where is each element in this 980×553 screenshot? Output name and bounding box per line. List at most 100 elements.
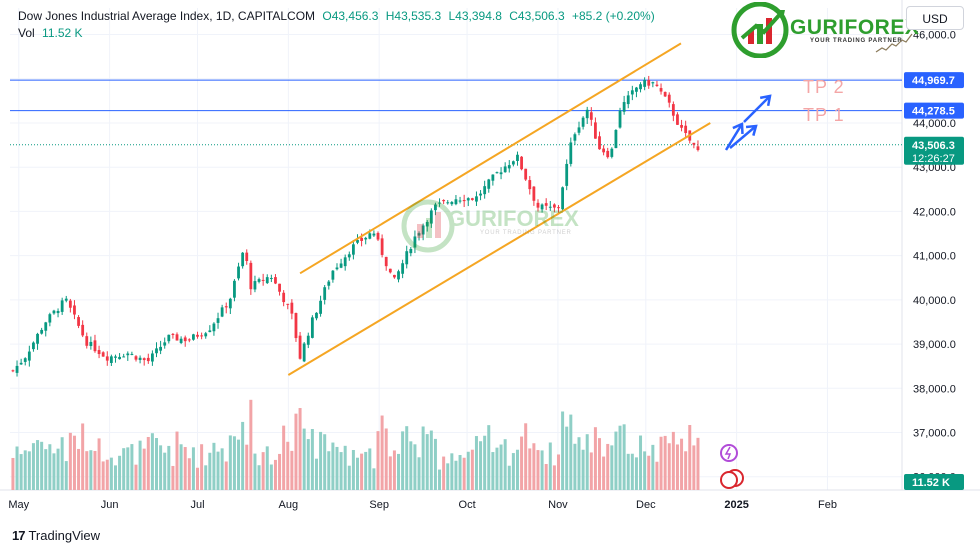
volume-bar xyxy=(360,453,364,490)
candle-body xyxy=(212,323,216,332)
candle-body xyxy=(351,244,355,255)
candle-body xyxy=(458,200,462,202)
candle-body xyxy=(409,248,413,254)
tp1-arrow-secondary xyxy=(724,123,744,151)
volume-bar xyxy=(528,448,532,490)
candle-body xyxy=(475,196,478,202)
candle-body xyxy=(380,238,384,255)
volume-bar xyxy=(409,441,413,490)
volume-bar xyxy=(212,442,216,490)
volume-bar xyxy=(589,452,593,490)
time-axis[interactable]: May Jun Jul Aug Sep Oct Nov Dec 2025 Feb xyxy=(8,499,837,511)
trend-channel[interactable] xyxy=(287,42,711,376)
current-price-tag-text: 43,506.3 xyxy=(912,140,955,152)
volume-bar xyxy=(433,438,437,490)
y-tick-label: 41,000.0 xyxy=(913,251,956,263)
tradingview-footer[interactable]: 17 TradingView xyxy=(12,528,100,543)
low-value: L43,394.8 xyxy=(448,9,502,23)
y-tick-label: 42,000.0 xyxy=(913,206,956,218)
candle-body xyxy=(507,165,511,169)
volume-bar xyxy=(610,445,614,490)
symbol-title[interactable]: Dow Jones Industrial Average Index, 1D, … xyxy=(18,9,316,23)
volume-bar xyxy=(446,463,450,490)
volume-bar xyxy=(216,451,220,490)
volume-bar xyxy=(261,452,265,490)
volume-bar xyxy=(552,465,556,490)
x-tick-label: Jul xyxy=(190,499,204,511)
candle-body xyxy=(655,84,659,86)
tradingview-label: TradingView xyxy=(28,528,101,543)
volume-bar xyxy=(85,451,89,490)
candle-body xyxy=(663,91,667,97)
event-icons[interactable] xyxy=(720,444,744,489)
volume-bar xyxy=(335,446,339,490)
volume-bar xyxy=(286,441,290,490)
candle-body xyxy=(228,298,232,309)
volume-bar xyxy=(171,465,175,490)
volume-bar xyxy=(93,450,97,490)
volume-bar xyxy=(31,443,35,490)
volume-bar xyxy=(278,453,282,490)
tp1-label: TP 1 xyxy=(803,105,845,125)
volume-label[interactable]: Vol xyxy=(18,26,35,40)
candle-body xyxy=(224,306,228,308)
volume-bar xyxy=(507,465,511,490)
candle-body xyxy=(376,232,380,240)
target-arrows[interactable] xyxy=(724,94,772,151)
candle-body xyxy=(602,148,606,153)
volume-bar xyxy=(27,451,31,490)
candle-body xyxy=(220,307,224,317)
candle-body xyxy=(282,292,286,303)
candle-body xyxy=(265,277,269,284)
volume-bar xyxy=(466,451,470,490)
volume-bar xyxy=(269,464,273,490)
candle-body xyxy=(622,102,626,112)
volume-bar xyxy=(634,457,638,490)
y-tick-label: 44,000.0 xyxy=(913,118,956,130)
candle-body xyxy=(138,357,142,360)
volume-bar xyxy=(692,445,696,490)
candle-body xyxy=(204,333,208,337)
volume-bar xyxy=(253,453,257,490)
volume-bar xyxy=(23,450,27,490)
candle-body xyxy=(360,237,363,241)
candle-body xyxy=(347,254,351,258)
candle-body xyxy=(196,334,199,337)
candle-body xyxy=(60,300,64,312)
candle-body xyxy=(434,204,437,211)
tp2-arrow xyxy=(743,95,771,123)
volume-bar xyxy=(163,452,167,490)
y-tick-label: 38,000.0 xyxy=(913,383,956,395)
volume-bar xyxy=(150,433,154,490)
channel-upper-line xyxy=(299,42,682,275)
candle-body xyxy=(647,80,651,86)
candle-body xyxy=(23,358,27,362)
brand-tagline: YOUR TRADING PARTNER xyxy=(810,38,903,44)
price-axis[interactable]: 36,000.037,000.038,000.039,000.040,000.0… xyxy=(913,30,956,484)
candle-body xyxy=(405,251,409,265)
volume-bar xyxy=(97,438,101,490)
price-level-tag xyxy=(904,102,964,119)
candle-body xyxy=(19,362,23,365)
volume-bar xyxy=(343,445,347,490)
x-tick-label: Feb xyxy=(818,499,837,511)
watermark-globe-icon xyxy=(401,199,455,253)
us-flag-icon-2 xyxy=(720,471,738,489)
event-flash-icon xyxy=(720,444,738,462)
candle-body xyxy=(175,334,179,341)
volume-bar xyxy=(310,429,314,490)
candle-body xyxy=(216,318,220,323)
candle-body xyxy=(520,156,523,170)
candle-body xyxy=(269,277,273,279)
x-tick-label: Jun xyxy=(101,499,119,511)
volume-bar xyxy=(245,444,249,490)
volume-bar xyxy=(643,451,647,490)
candle-body xyxy=(183,337,187,342)
candle-body xyxy=(56,310,60,314)
price-level-tag-text: 44,969.7 xyxy=(912,75,955,87)
candlesticks xyxy=(11,75,700,377)
candle-body xyxy=(52,310,56,314)
currency-button[interactable]: USD xyxy=(906,6,964,30)
candle-body xyxy=(122,356,126,358)
